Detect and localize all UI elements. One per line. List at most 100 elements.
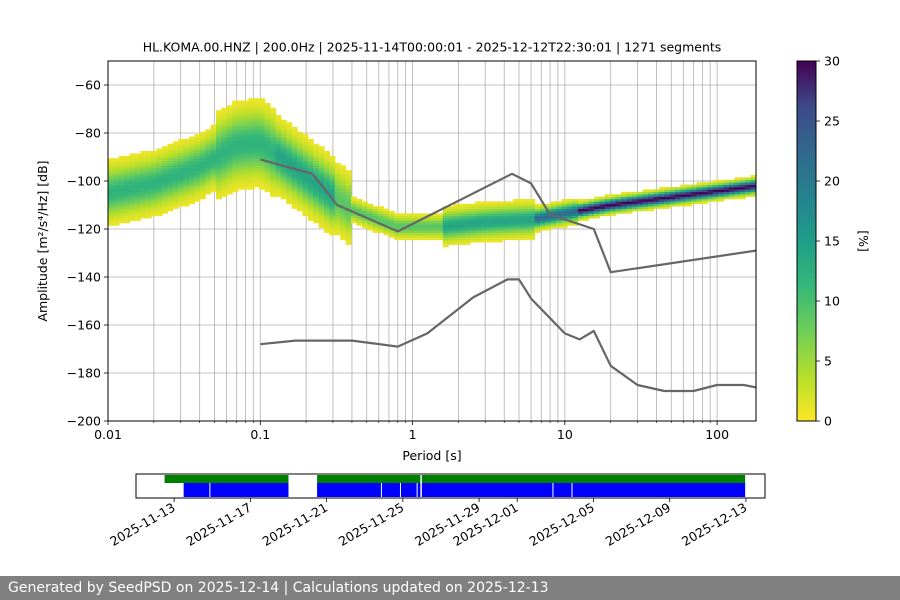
heatmap-cell xyxy=(545,223,552,226)
heatmap-cell xyxy=(664,194,671,197)
heatmap-cell xyxy=(345,235,352,238)
heatmap-cell xyxy=(556,220,563,224)
heatmap-cell xyxy=(669,201,676,205)
heatmap-cell xyxy=(226,153,233,157)
heatmap-cell xyxy=(108,175,114,178)
heatmap-cell xyxy=(237,115,244,118)
heatmap-cell xyxy=(329,160,336,164)
heatmap-cell xyxy=(248,143,255,147)
heatmap-cell xyxy=(248,158,255,161)
heatmap-cell xyxy=(388,225,395,229)
heatmap-cell xyxy=(621,196,627,200)
heatmap-cell xyxy=(275,148,282,152)
heatmap-cell xyxy=(108,191,114,195)
heatmap-cell xyxy=(410,235,417,238)
heatmap-cell xyxy=(729,189,735,193)
heatmap-cell xyxy=(151,170,158,173)
heatmap-cell xyxy=(291,179,298,183)
heatmap-cell xyxy=(253,122,260,125)
heatmap-cell xyxy=(507,223,514,226)
heatmap-cell xyxy=(313,158,320,161)
heatmap-cell xyxy=(243,146,249,149)
heatmap-cell xyxy=(172,158,179,161)
heatmap-cell xyxy=(286,139,293,142)
heatmap-cell xyxy=(453,239,460,243)
heatmap-cell xyxy=(280,151,287,154)
heatmap-cell xyxy=(739,194,746,197)
heatmap-cell xyxy=(324,187,330,190)
heatmap-cell xyxy=(367,220,374,224)
heatmap-cell xyxy=(113,215,120,219)
heatmap-cell xyxy=(356,201,363,205)
heatmap-cell xyxy=(194,146,201,149)
heatmap-cell xyxy=(388,215,395,219)
heatmap-cell xyxy=(405,235,411,238)
heatmap-cell xyxy=(691,196,698,200)
heatmap-cell xyxy=(523,203,530,207)
heatmap-cell xyxy=(135,215,141,219)
heatmap-cell xyxy=(248,170,255,173)
heatmap-cell xyxy=(172,160,179,164)
heatmap-cell xyxy=(313,143,320,147)
heatmap-cell xyxy=(140,206,147,209)
heatmap-cell xyxy=(205,139,212,142)
heatmap-cell xyxy=(491,235,498,238)
heatmap-cell xyxy=(280,194,287,197)
heatmap-cell xyxy=(545,215,552,219)
heatmap-cell xyxy=(653,201,660,205)
heatmap-cell xyxy=(237,155,244,159)
heatmap-cell xyxy=(253,155,260,159)
heatmap-cell xyxy=(226,151,233,154)
heatmap-cell xyxy=(491,215,498,219)
heatmap-cell xyxy=(345,203,352,207)
heatmap-cell xyxy=(313,194,320,197)
heatmap-cell xyxy=(334,165,341,169)
heatmap-cell xyxy=(313,184,320,188)
heatmap-cell xyxy=(507,206,514,209)
heatmap-cell xyxy=(162,191,168,195)
heatmap-cell xyxy=(124,208,131,212)
heatmap-cell xyxy=(221,175,228,178)
heatmap-cell xyxy=(253,170,260,173)
heatmap-cell xyxy=(286,136,293,140)
heatmap-cell xyxy=(604,211,611,214)
heatmap-cell xyxy=(486,232,492,236)
heatmap-cell xyxy=(318,225,325,229)
heatmap-cell xyxy=(496,213,503,217)
heatmap-cell xyxy=(232,167,239,171)
heatmap-cell xyxy=(540,220,546,224)
heatmap-cell xyxy=(588,203,595,207)
heatmap-cell xyxy=(664,187,671,190)
heatmap-cell xyxy=(405,215,411,219)
heatmap-cell xyxy=(302,134,309,137)
heatmap-cell xyxy=(264,115,271,118)
heatmap-cell xyxy=(594,213,600,217)
heatmap-cell xyxy=(189,146,195,149)
heatmap-cell xyxy=(648,194,654,197)
heatmap-cell xyxy=(696,196,703,200)
heatmap-cell xyxy=(108,211,114,214)
heatmap-cell xyxy=(750,184,756,188)
heatmap-cell xyxy=(372,225,379,229)
heatmap-cell xyxy=(334,223,341,226)
heatmap-cell xyxy=(270,117,276,121)
heatmap-cell xyxy=(307,141,314,145)
heatmap-cell xyxy=(156,148,163,152)
heatmap-cell xyxy=(410,213,417,217)
heatmap-cell xyxy=(199,182,206,185)
heatmap-cell xyxy=(388,230,395,233)
heatmap-cell xyxy=(275,134,282,137)
heatmap-cell xyxy=(718,196,725,200)
heatmap-cell xyxy=(523,230,530,233)
heatmap-cell xyxy=(232,129,239,133)
heatmap-cell xyxy=(280,143,287,147)
noise-model-lines xyxy=(260,158,756,393)
heatmap-cell xyxy=(486,215,492,219)
heatmap-cell xyxy=(118,163,125,166)
heatmap-cell xyxy=(183,167,190,171)
heatmap-cell xyxy=(410,225,417,229)
heatmap-cell xyxy=(286,151,293,154)
heatmap-cell xyxy=(297,139,303,142)
heatmap-cell xyxy=(226,107,233,111)
heatmap-cell xyxy=(253,115,260,118)
